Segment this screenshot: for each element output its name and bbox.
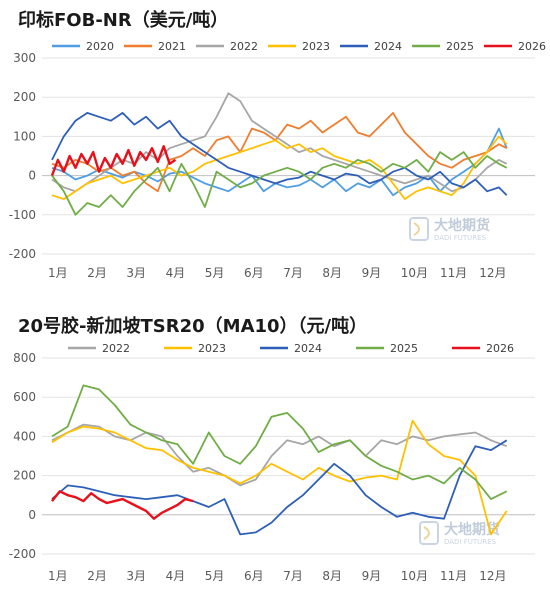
legend-label: 2022 <box>230 40 258 53</box>
x-tick-label: 1月 <box>48 569 68 583</box>
legend-label: 2023 <box>302 40 330 53</box>
x-tick-label: 7月 <box>283 266 303 280</box>
x-tick-label: 10月 <box>401 266 428 280</box>
x-tick-label: 5月 <box>205 569 225 583</box>
x-tick-label: 11月 <box>440 266 467 280</box>
series-line-2025 <box>51 384 508 501</box>
y-tick-label: 0 <box>28 169 36 183</box>
x-tick-label: 9月 <box>362 266 382 280</box>
x-tick-label: 6月 <box>244 569 264 583</box>
legend-label: 2026 <box>486 342 514 355</box>
y-tick-label: 100 <box>13 129 36 143</box>
series-line-2022 <box>51 423 508 487</box>
series-line-2021 <box>51 112 508 193</box>
x-tick-label: 2月 <box>87 569 107 583</box>
x-tick-label: 12月 <box>479 569 506 583</box>
x-tick-label: 3月 <box>126 266 146 280</box>
chart1-title: 印标FOB-NR（美元/吨） <box>18 10 229 31</box>
series-line-2023 <box>51 135 508 201</box>
chart2-title: 20号胶-新加坡TSR20（MA10）（元/吨） <box>18 316 368 337</box>
legend-label: 2026 <box>518 40 546 53</box>
watermark-name: 大地期货 <box>434 217 490 234</box>
legend-label: 2023 <box>198 342 226 355</box>
x-tick-label: 11月 <box>440 569 467 583</box>
y-tick-label: 400 <box>13 429 36 443</box>
chart2: -200 0 200 400 600 800 1月 2月 3月 4月 5月 6月 7月 8月 9月 10月 11… <box>9 342 535 583</box>
y-tick-label: 200 <box>13 469 36 483</box>
series-line-2024 <box>51 112 508 196</box>
series-line-2024 <box>51 439 508 536</box>
x-tick-label: 4月 <box>166 569 186 583</box>
legend-label: 2025 <box>446 40 474 53</box>
x-tick-label: 4月 <box>166 266 186 280</box>
y-tick-label: 800 <box>13 351 36 365</box>
x-tick-label: 3月 <box>126 569 146 583</box>
watermark-sub: DADI FUTURES <box>434 234 487 242</box>
x-tick-label: 1月 <box>48 266 68 280</box>
x-tick-label: 8月 <box>322 569 342 583</box>
x-tick-label: 12月 <box>479 266 506 280</box>
x-tick-label: 5月 <box>205 266 225 280</box>
watermark-name: 大地期货 <box>444 521 500 538</box>
x-tick-label: 2月 <box>87 266 107 280</box>
x-tick-label: 7月 <box>283 569 303 583</box>
legend-label: 2024 <box>294 342 322 355</box>
y-tick-label: 300 <box>13 51 36 65</box>
series-line-2025 <box>51 151 508 216</box>
y-tick-label: 0 <box>28 508 36 522</box>
legend-label: 2022 <box>102 342 130 355</box>
series-line-2026 <box>51 490 194 520</box>
x-tick-label: 9月 <box>362 569 382 583</box>
legend-label: 2025 <box>390 342 418 355</box>
watermark-sub: DADI FUTURES <box>444 538 497 546</box>
legend-label: 2024 <box>374 40 402 53</box>
series-line-2022 <box>51 92 508 193</box>
series-line-2020 <box>51 127 508 197</box>
x-tick-label: 8月 <box>322 266 342 280</box>
series-line-2026 <box>50 144 177 177</box>
chart1: -200 -100 0 100 200 300 1月 2月 3月 4月 5月 6月 7月 8月 9月 10月 1… <box>9 40 546 280</box>
legend-label: 2021 <box>158 40 186 53</box>
y-tick-label: -200 <box>9 547 36 561</box>
x-tick-label: 10月 <box>401 569 428 583</box>
y-tick-label: 200 <box>13 90 36 104</box>
y-tick-label: -100 <box>9 208 36 222</box>
series-line-2023 <box>51 419 508 536</box>
y-tick-label: 600 <box>13 390 36 404</box>
y-tick-label: -200 <box>9 247 36 261</box>
x-tick-label: 6月 <box>244 266 264 280</box>
legend-label: 2020 <box>86 40 114 53</box>
